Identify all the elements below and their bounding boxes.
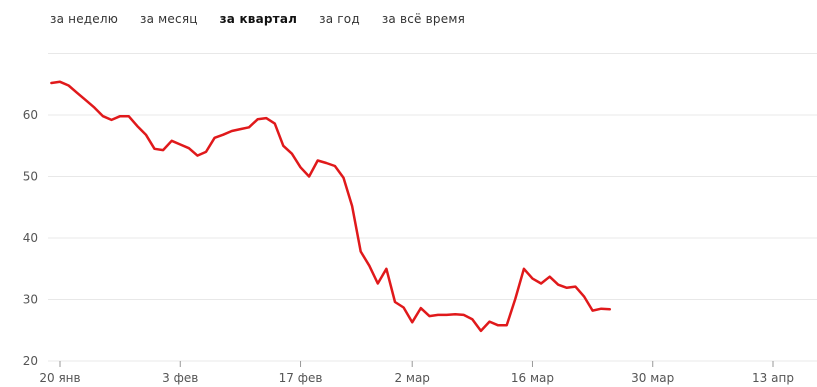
tab-year[interactable]: за год	[319, 12, 360, 26]
x-tick-label: 13 апр	[752, 371, 794, 385]
y-tick-label: 30	[23, 293, 38, 307]
series-line	[50, 80, 612, 333]
x-tick-label: 16 мар	[511, 371, 554, 385]
tab-month[interactable]: за месяц	[140, 12, 198, 26]
gridlines	[48, 53, 817, 362]
x-tick-label: 30 мар	[631, 371, 674, 385]
y-tick-label: 20	[23, 354, 38, 368]
x-axis-ticks: 20 янв 3 фев 17 фев 2 мар 16 мар 30 мар 13 апр	[39, 361, 794, 385]
x-tick-label: 17 фев	[279, 371, 323, 385]
x-tick-label: 2 мар	[394, 371, 429, 385]
y-tick-label: 40	[23, 231, 38, 245]
x-tick-label: 20 янв	[39, 371, 80, 385]
y-axis-ticks: 20 30 40 50 60	[23, 108, 38, 368]
period-tabs: за неделю за месяц за квартал за год за …	[50, 12, 487, 26]
y-tick-label: 60	[23, 108, 38, 122]
tab-all-time[interactable]: за всё время	[381, 12, 465, 26]
tab-week[interactable]: за неделю	[50, 12, 119, 26]
y-tick-label: 50	[23, 170, 38, 184]
tab-quarter[interactable]: за квартал	[219, 12, 298, 26]
x-tick-label: 3 фев	[162, 371, 198, 385]
series	[50, 80, 612, 333]
